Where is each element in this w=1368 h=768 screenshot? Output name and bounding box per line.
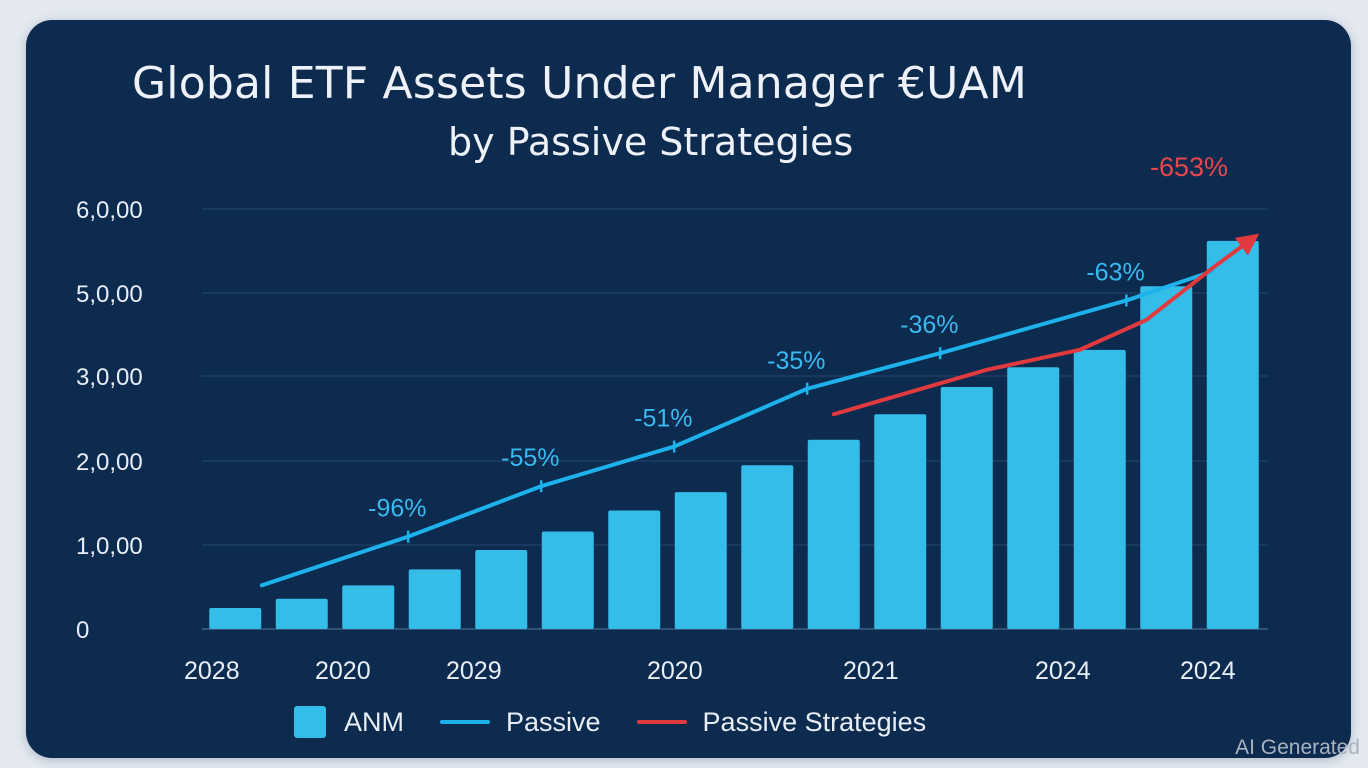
bar: [1140, 286, 1193, 629]
bar: [342, 585, 395, 629]
passive-data-label: -51%: [634, 405, 692, 433]
passive-data-label: -36%: [900, 311, 958, 339]
bar: [541, 531, 594, 629]
legend-swatch-anm: [294, 706, 326, 738]
legend-item-strategies: Passive Strategies: [636, 706, 927, 738]
bar: [408, 569, 461, 629]
bar: [807, 439, 860, 629]
chart-card: Global ETF Assets Under Manager €UAM by …: [26, 20, 1351, 758]
y-tick-label: 2,0,00: [76, 449, 143, 476]
bar: [209, 608, 262, 629]
bar: [1073, 349, 1126, 629]
passive-data-label: -96%: [368, 495, 426, 523]
strategies-arrowhead: [1234, 233, 1260, 256]
strategies-data-label: -653%: [1150, 152, 1228, 182]
bar: [475, 550, 528, 629]
bar: [1206, 240, 1259, 630]
legend: ANM Passive Passive Strategies: [294, 702, 962, 742]
legend-swatch-strategies: [636, 720, 687, 724]
plot-area: 0 1,0,00 2,0,00 3,0,00 5,0,00 6,0,00 2028 2020 2…: [76, 152, 1268, 685]
bar: [940, 387, 993, 629]
bar: [275, 598, 328, 629]
bar: [674, 492, 727, 629]
legend-label-strategies: Passive Strategies: [702, 706, 927, 737]
passive-data-label: -35%: [767, 347, 825, 375]
x-tick-label: 2028: [184, 657, 240, 685]
legend-label-anm: ANM: [344, 706, 404, 737]
x-tick-label: 2024: [1035, 657, 1091, 685]
bar: [1007, 367, 1060, 629]
y-tick-label: 1,0,00: [76, 533, 143, 560]
x-tick-label: 2020: [647, 657, 703, 685]
bar: [608, 510, 661, 629]
watermark: AI Generated: [1235, 736, 1360, 759]
bar: [741, 465, 794, 629]
legend-label-passive: Passive: [506, 706, 601, 737]
legend-item-passive: Passive: [440, 707, 601, 738]
x-tick-label: 2020: [315, 657, 371, 685]
legend-item-anm: ANM: [294, 706, 404, 738]
x-tick-label: 2024: [1180, 657, 1236, 685]
x-tick-label: 2029: [446, 657, 502, 685]
chart-subtitle: by Passive Strategies: [448, 120, 854, 164]
y-tick-label: 0: [76, 617, 89, 644]
chart-title-text: Global ETF Assets Under Manager €UAM: [132, 58, 1027, 109]
passive-data-label: -55%: [501, 444, 559, 472]
y-tick-label: 3,0,00: [76, 364, 143, 391]
passive-data-label: -63%: [1086, 258, 1144, 286]
strategies-line: [831, 236, 1255, 417]
y-tick-label: 6,0,00: [76, 197, 143, 224]
y-tick-label: 5,0,00: [76, 281, 143, 308]
passive-line: [259, 269, 1215, 588]
x-tick-label: 2021: [843, 657, 899, 685]
bar: [874, 414, 927, 629]
legend-swatch-passive: [440, 720, 490, 724]
